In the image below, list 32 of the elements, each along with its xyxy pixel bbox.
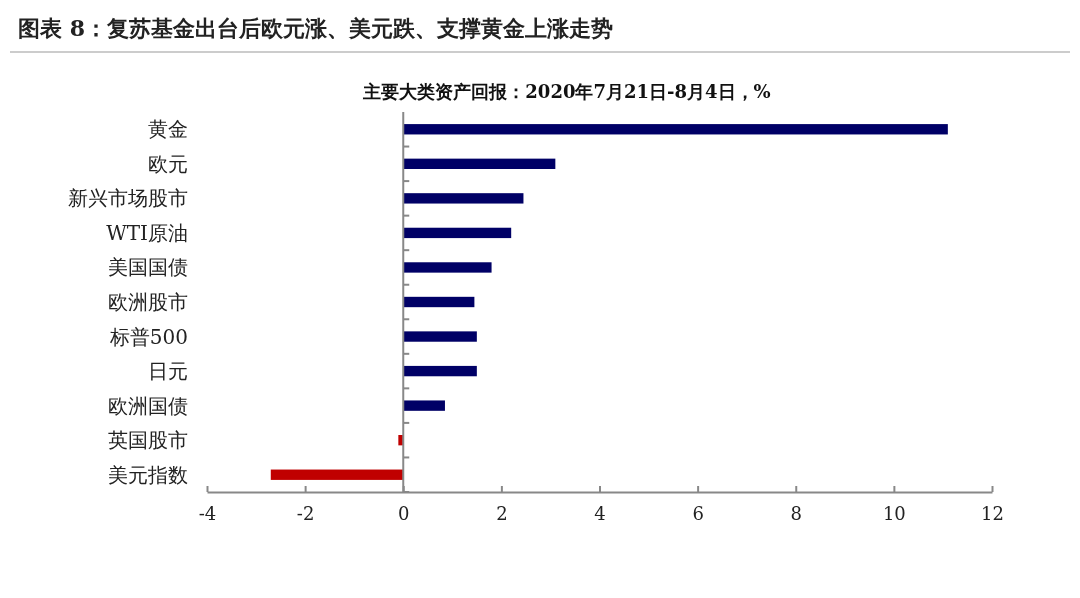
x-tick-label: -4 xyxy=(198,503,217,525)
y-tick-label: 新兴市场股市 xyxy=(68,186,188,211)
bar xyxy=(403,193,524,204)
x-tick-label: 8 xyxy=(790,503,802,525)
bar xyxy=(403,331,477,342)
y-tick-label: 欧洲股市 xyxy=(108,290,188,314)
chart-title: 图表 8：复苏基金出台后欧元涨、美元跌、支撑黄金上涨走势 xyxy=(18,15,613,41)
y-tick-label: 标普500 xyxy=(108,324,188,349)
bar xyxy=(403,227,512,239)
y-tick-label: 日元 xyxy=(148,359,188,384)
x-tick-label: 6 xyxy=(692,503,704,525)
x-tick-label: 2 xyxy=(496,503,508,525)
bar xyxy=(403,262,492,273)
x-tick-label: 4 xyxy=(594,503,606,525)
bar xyxy=(270,469,404,480)
y-tick-label: 美国国债 xyxy=(108,255,188,280)
x-tick-label: 10 xyxy=(882,503,906,525)
bar xyxy=(403,158,556,169)
y-tick-label: 欧洲国债 xyxy=(108,393,188,418)
bar xyxy=(403,124,948,135)
y-tick-label: WTI原油 xyxy=(106,220,188,245)
bar xyxy=(403,400,445,411)
chart-subtitle: 主要大类资产回报：2020年7月21日-8月4日，% xyxy=(362,81,771,102)
y-tick-label: 美元指数 xyxy=(108,462,188,487)
y-tick-label: 黄金 xyxy=(148,117,188,142)
x-tick-label: 0 xyxy=(398,503,410,525)
bar xyxy=(403,365,477,377)
x-tick-label: 12 xyxy=(981,503,1004,525)
y-tick-label: 欧元 xyxy=(148,151,188,176)
bar xyxy=(403,296,475,308)
y-tick-label: 英国股市 xyxy=(108,428,188,453)
x-tick-label: -2 xyxy=(296,503,315,525)
